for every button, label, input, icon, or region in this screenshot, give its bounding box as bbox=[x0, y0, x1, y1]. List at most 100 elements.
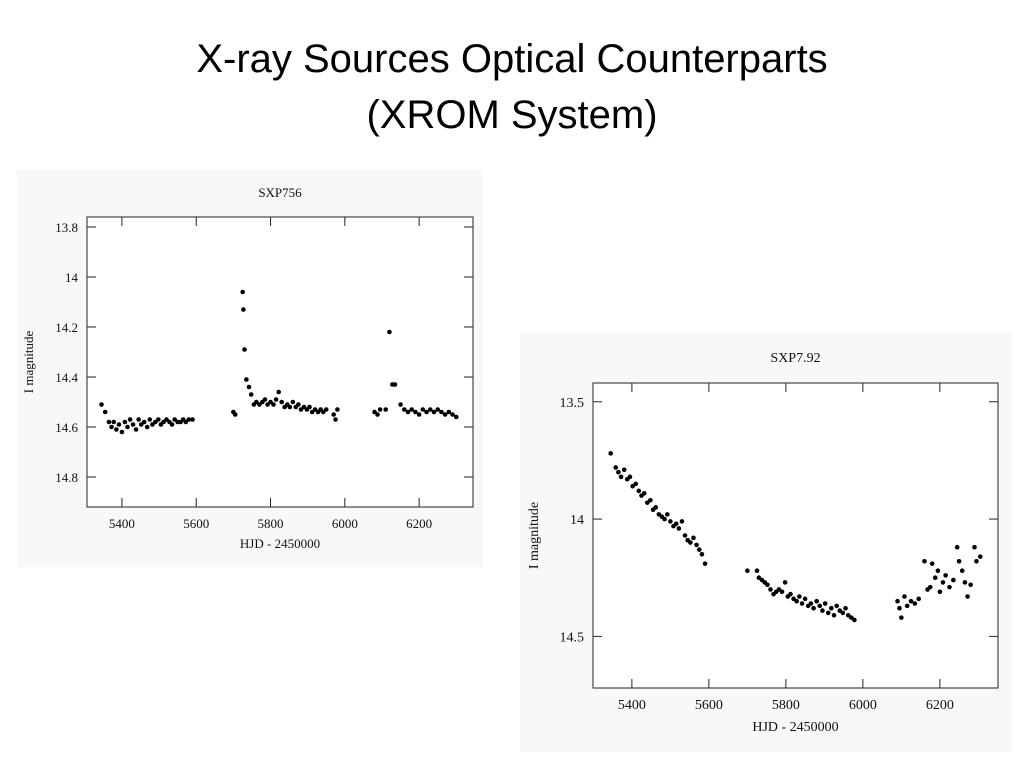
data-point bbox=[296, 402, 301, 407]
data-point bbox=[951, 577, 956, 583]
data-point bbox=[902, 594, 907, 599]
slide-title: (XROM System) bbox=[366, 93, 657, 137]
data-point bbox=[788, 591, 793, 597]
data-point bbox=[840, 610, 846, 616]
y-tick-label: 13.5 bbox=[560, 396, 585, 411]
data-point bbox=[797, 594, 802, 599]
y-tick-label: 14.5 bbox=[560, 630, 585, 645]
x-tick-label: 5400 bbox=[109, 516, 135, 531]
data-point bbox=[765, 582, 770, 588]
y-tick-label: 14.2 bbox=[55, 320, 78, 335]
data-point bbox=[276, 389, 281, 395]
data-point bbox=[947, 584, 952, 590]
data-point bbox=[811, 605, 816, 611]
y-axis-label: I magnitude bbox=[21, 331, 36, 394]
data-point bbox=[271, 402, 276, 407]
data-point bbox=[668, 519, 673, 524]
data-point bbox=[262, 397, 268, 402]
data-point bbox=[446, 409, 452, 415]
data-point bbox=[782, 580, 788, 585]
data-point bbox=[144, 424, 150, 430]
data-point bbox=[273, 397, 279, 402]
data-point bbox=[959, 568, 965, 573]
data-point bbox=[636, 488, 642, 494]
data-point bbox=[248, 392, 254, 397]
data-point bbox=[387, 329, 392, 335]
data-point bbox=[779, 589, 785, 595]
data-point bbox=[439, 409, 444, 415]
plot-area bbox=[86, 216, 474, 508]
data-point bbox=[424, 409, 429, 415]
x-tick-label: 5800 bbox=[258, 516, 284, 531]
x-tick-label: 5600 bbox=[183, 516, 209, 531]
y-tick-label: 14 bbox=[570, 513, 584, 528]
data-point bbox=[119, 429, 125, 435]
data-point bbox=[290, 399, 296, 405]
data-point bbox=[608, 451, 614, 456]
data-point bbox=[416, 412, 422, 417]
data-point bbox=[932, 575, 938, 581]
data-point bbox=[106, 419, 112, 425]
data-point bbox=[122, 419, 128, 425]
data-point bbox=[232, 412, 238, 417]
data-point bbox=[956, 559, 962, 564]
data-point bbox=[679, 519, 685, 524]
data-point bbox=[141, 419, 147, 425]
x-axis-label: HJD - 2450000 bbox=[752, 720, 838, 735]
data-point bbox=[899, 615, 904, 620]
data-point bbox=[331, 412, 336, 417]
data-point bbox=[977, 554, 983, 559]
data-point bbox=[673, 521, 679, 527]
data-point bbox=[962, 580, 968, 585]
data-point bbox=[613, 465, 619, 470]
x-tick-label: 6200 bbox=[406, 516, 432, 531]
data-point bbox=[696, 547, 702, 552]
data-point bbox=[398, 402, 403, 407]
data-point bbox=[825, 610, 831, 616]
data-point bbox=[972, 544, 977, 550]
data-point bbox=[109, 424, 114, 430]
data-point bbox=[133, 427, 139, 432]
data-point bbox=[375, 412, 380, 417]
data-point bbox=[333, 417, 338, 422]
data-point bbox=[156, 417, 161, 422]
data-point bbox=[186, 417, 192, 422]
data-point bbox=[912, 601, 918, 606]
data-point bbox=[125, 424, 130, 430]
data-point bbox=[442, 412, 448, 417]
data-point bbox=[916, 596, 921, 602]
data-point bbox=[802, 596, 808, 602]
data-point bbox=[401, 407, 407, 412]
y-tick-label: 14.8 bbox=[55, 470, 78, 485]
data-point bbox=[691, 535, 696, 541]
chart-title: SXP756 bbox=[258, 185, 302, 200]
data-point bbox=[662, 516, 667, 522]
data-point bbox=[99, 402, 104, 407]
data-point bbox=[968, 582, 973, 588]
data-point bbox=[114, 427, 119, 432]
x-tick-label: 6000 bbox=[332, 516, 358, 531]
data-point bbox=[111, 419, 117, 425]
plot-area bbox=[592, 382, 999, 689]
y-tick-label: 14.4 bbox=[55, 370, 78, 385]
data-point bbox=[922, 559, 927, 564]
data-point bbox=[834, 603, 839, 609]
data-point bbox=[136, 417, 141, 422]
x-tick-label: 6000 bbox=[849, 698, 877, 713]
data-point bbox=[965, 594, 970, 599]
slide-title: X-ray Sources Optical Counterparts bbox=[196, 37, 827, 81]
data-point bbox=[409, 407, 415, 412]
data-point bbox=[665, 512, 670, 517]
data-point bbox=[287, 404, 293, 410]
data-point bbox=[127, 417, 133, 422]
data-point bbox=[641, 490, 647, 496]
data-point bbox=[102, 409, 108, 415]
data-point bbox=[392, 382, 398, 387]
data-point bbox=[242, 347, 247, 352]
data-point bbox=[279, 399, 284, 405]
data-point bbox=[822, 601, 828, 606]
data-point bbox=[937, 589, 943, 595]
data-point bbox=[943, 573, 948, 578]
data-point bbox=[904, 603, 910, 609]
